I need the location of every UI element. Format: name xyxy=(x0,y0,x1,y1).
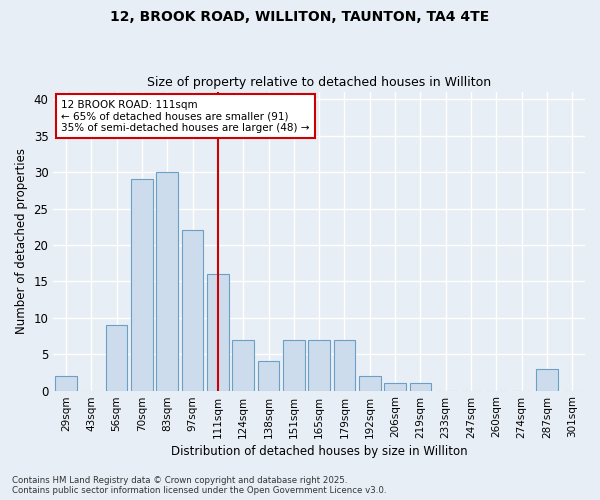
Text: 12, BROOK ROAD, WILLITON, TAUNTON, TA4 4TE: 12, BROOK ROAD, WILLITON, TAUNTON, TA4 4… xyxy=(110,10,490,24)
Title: Size of property relative to detached houses in Williton: Size of property relative to detached ho… xyxy=(147,76,491,90)
Bar xyxy=(359,376,380,390)
Bar xyxy=(182,230,203,390)
Text: 12 BROOK ROAD: 111sqm
← 65% of detached houses are smaller (91)
35% of semi-deta: 12 BROOK ROAD: 111sqm ← 65% of detached … xyxy=(61,100,310,132)
Bar xyxy=(131,180,152,390)
Y-axis label: Number of detached properties: Number of detached properties xyxy=(15,148,28,334)
Bar xyxy=(334,340,355,390)
Bar xyxy=(385,384,406,390)
Bar xyxy=(157,172,178,390)
X-axis label: Distribution of detached houses by size in Williton: Distribution of detached houses by size … xyxy=(171,444,467,458)
Bar xyxy=(232,340,254,390)
Bar xyxy=(106,325,127,390)
Bar xyxy=(283,340,305,390)
Bar xyxy=(55,376,77,390)
Bar xyxy=(308,340,330,390)
Bar xyxy=(207,274,229,390)
Bar xyxy=(410,384,431,390)
Bar xyxy=(258,362,279,390)
Bar xyxy=(536,368,558,390)
Text: Contains HM Land Registry data © Crown copyright and database right 2025.
Contai: Contains HM Land Registry data © Crown c… xyxy=(12,476,386,495)
